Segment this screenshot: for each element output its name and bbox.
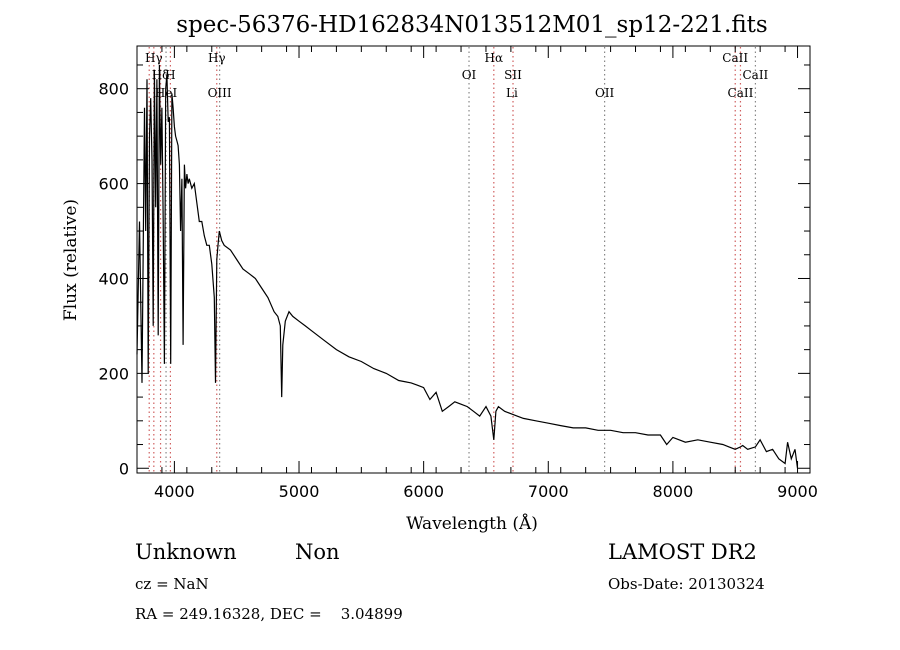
x-tick-label: 4000: [154, 482, 195, 501]
line-annotation-4: Hγ: [208, 51, 226, 65]
observation-date: Obs-Date: 20130324: [608, 575, 765, 593]
line-annotation-5: OIII: [208, 86, 232, 100]
chart-title: spec-56376-HD162834N013512M01_sp12-221.f…: [176, 12, 767, 38]
y-axis-label: Flux (relative): [61, 199, 81, 321]
survey-name: LAMOST DR2: [608, 540, 757, 564]
axis-ticks: 4000 5000 6000 7000 8000 9000 0 200 400 600 800: [98, 46, 818, 501]
spectrum-chart: spec-56376-HD162834N013512M01_sp12-221.f…: [61, 12, 818, 534]
object-subclass: Non: [295, 540, 340, 564]
line-annotation-8: SII: [504, 68, 522, 82]
x-tick-label: 9000: [777, 482, 818, 501]
line-annotation-1: Hδ: [152, 68, 170, 82]
x-tick-label: 8000: [653, 482, 694, 501]
line-markers: [148, 47, 757, 472]
y-tick-label: 200: [98, 364, 129, 383]
y-tick-label: 800: [98, 80, 129, 99]
line-annotation-12: CaII: [742, 68, 768, 82]
line-annotation-2: H: [165, 68, 175, 82]
line-annotation-13: CaII: [728, 86, 754, 100]
redshift-cz: cz = NaN: [135, 575, 209, 593]
spectrum-series: [136, 64, 799, 469]
line-annotation-9: Li: [506, 86, 518, 100]
line-annotation-6: OI: [462, 68, 477, 82]
x-tick-label: 5000: [279, 482, 320, 501]
x-tick-label: 6000: [403, 482, 444, 501]
x-axis-label: Wavelength (Å): [406, 513, 538, 534]
plot-frame: [136, 45, 811, 474]
x-tick-label: 7000: [528, 482, 569, 501]
ra-dec-coordinates: RA = 249.16328, DEC = 3.04899: [135, 605, 403, 623]
y-tick-label: 400: [98, 269, 129, 288]
line-annotation-11: CaII: [722, 51, 748, 65]
y-tick-label: 600: [98, 175, 129, 194]
line-annotation-10: OII: [595, 86, 615, 100]
line-annotation-7: Hα: [485, 51, 504, 65]
y-tick-label: 0: [119, 459, 129, 478]
line-annotation-0: Hγ: [145, 51, 163, 65]
object-class: Unknown: [135, 540, 237, 564]
